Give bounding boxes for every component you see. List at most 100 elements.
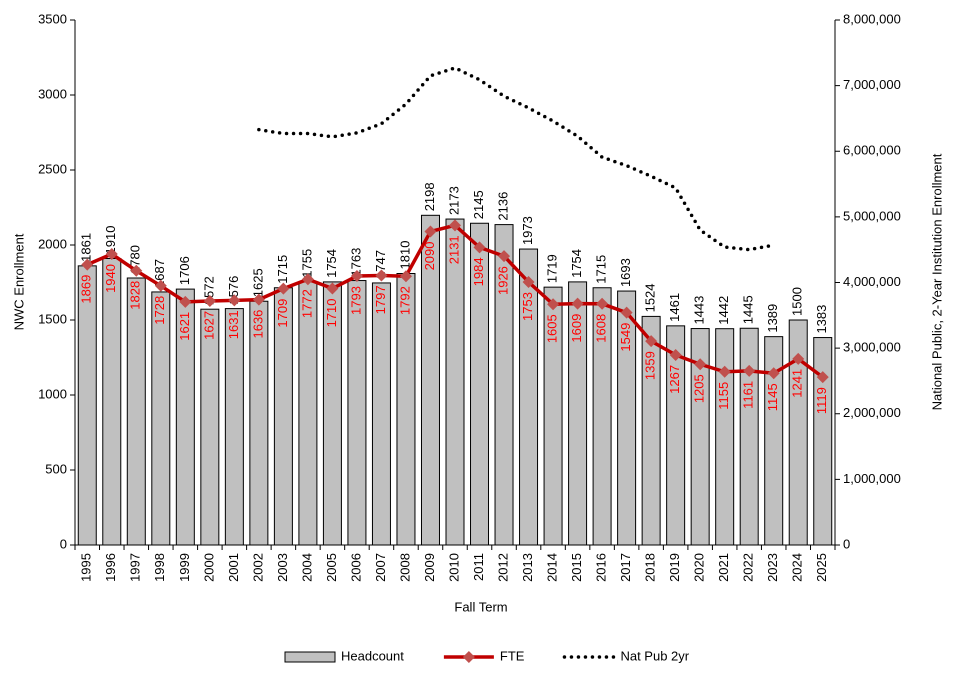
line-value-label: 1792 bbox=[397, 286, 412, 315]
marker bbox=[424, 225, 437, 238]
line-value-label: 1940 bbox=[103, 264, 118, 293]
bar bbox=[690, 328, 710, 546]
bar bbox=[592, 287, 612, 546]
bar bbox=[715, 328, 735, 546]
bar-value-label: 2136 bbox=[495, 192, 510, 221]
marker bbox=[228, 294, 241, 307]
marker bbox=[105, 248, 118, 260]
bar bbox=[77, 265, 97, 546]
x-tick-label: 2006 bbox=[348, 553, 363, 582]
line-value-label: 1241 bbox=[790, 369, 805, 398]
y2-axis-title: National Public, 2-Year Institution Enro… bbox=[929, 153, 944, 410]
marker bbox=[816, 371, 829, 384]
line-value-label: 1267 bbox=[667, 365, 682, 394]
y-tick-label: 2500 bbox=[38, 161, 67, 176]
x-tick-label: 2017 bbox=[618, 553, 633, 582]
x-tick-label: 2018 bbox=[643, 553, 658, 582]
line-value-label: 1710 bbox=[324, 299, 339, 328]
x-tick-label: 2019 bbox=[667, 553, 682, 582]
marker bbox=[326, 282, 339, 295]
line-value-label: 1753 bbox=[520, 292, 535, 321]
marker bbox=[130, 264, 143, 277]
bar-value-label: 1715 bbox=[275, 255, 290, 284]
bar bbox=[543, 286, 563, 546]
line-value-label: 1609 bbox=[569, 314, 584, 343]
x-tick-label: 2004 bbox=[299, 553, 314, 582]
bar-value-label: 1754 bbox=[569, 249, 584, 278]
bar-value-label: 2198 bbox=[422, 182, 437, 211]
y-tick-label: 1000 bbox=[38, 386, 67, 401]
marker bbox=[301, 273, 314, 286]
x-tick-label: 2001 bbox=[226, 553, 241, 582]
bar-value-label: 1625 bbox=[250, 268, 265, 297]
marker bbox=[203, 294, 216, 307]
bar bbox=[788, 319, 808, 546]
marker bbox=[645, 335, 658, 348]
x-tick-label: 2024 bbox=[790, 553, 805, 582]
bar bbox=[764, 336, 784, 546]
marker bbox=[596, 297, 609, 310]
bar bbox=[224, 308, 244, 546]
marker bbox=[179, 295, 192, 308]
y2-tick-label: 8,000,000 bbox=[843, 11, 901, 26]
marker bbox=[449, 219, 461, 232]
x-tick-label: 2023 bbox=[765, 553, 780, 582]
x-tick-label: 2003 bbox=[275, 553, 290, 582]
bar-value-label: 1719 bbox=[545, 254, 560, 283]
bar bbox=[568, 281, 588, 546]
bar bbox=[298, 281, 318, 546]
x-tick-label: 2016 bbox=[594, 553, 609, 582]
y2-tick-label: 0 bbox=[843, 536, 850, 551]
bar-value-label: 1754 bbox=[324, 249, 339, 278]
line-value-label: 1869 bbox=[79, 275, 94, 304]
bar bbox=[470, 222, 490, 546]
bar bbox=[739, 327, 759, 546]
x-tick-label: 2013 bbox=[520, 553, 535, 582]
marker bbox=[571, 297, 584, 310]
marker bbox=[399, 270, 412, 283]
bar bbox=[641, 315, 661, 546]
bar bbox=[322, 281, 342, 546]
bar-value-label: 1973 bbox=[520, 216, 535, 245]
bar-value-label: 1910 bbox=[103, 226, 118, 255]
line-value-label: 1608 bbox=[594, 314, 609, 343]
marker bbox=[669, 348, 682, 361]
line-value-label: 1161 bbox=[741, 381, 756, 409]
x-tick-label: 2005 bbox=[324, 553, 339, 582]
marker bbox=[522, 276, 535, 289]
bar bbox=[347, 280, 367, 546]
bar-value-label: 1389 bbox=[765, 304, 780, 333]
x-tick-label: 2022 bbox=[741, 553, 756, 582]
line-value-label: 1797 bbox=[373, 285, 388, 314]
line-value-label: 1155 bbox=[716, 382, 731, 410]
x-tick-label: 2011 bbox=[471, 553, 486, 581]
bar bbox=[102, 258, 122, 546]
bar-value-label: 1706 bbox=[177, 256, 192, 285]
dotted-line bbox=[257, 66, 776, 252]
x-tick-label: 2002 bbox=[250, 553, 265, 582]
x-tick-label: 2021 bbox=[716, 553, 731, 582]
bar-value-label: 1524 bbox=[643, 283, 658, 312]
line-value-label: 2090 bbox=[422, 242, 437, 271]
line-value-label: 1636 bbox=[250, 310, 265, 339]
legend-label: FTE bbox=[500, 648, 525, 663]
line-value-label: 1359 bbox=[643, 351, 658, 380]
x-tick-label: 1996 bbox=[103, 553, 118, 582]
bar bbox=[126, 277, 146, 546]
y-axis-title: NWC Enrollment bbox=[11, 233, 26, 330]
marker bbox=[252, 293, 265, 306]
y2-tick-label: 1,000,000 bbox=[843, 471, 901, 486]
marker bbox=[350, 270, 363, 283]
line-value-label: 2131 bbox=[446, 235, 461, 264]
line-value-label: 1621 bbox=[177, 312, 192, 341]
marker bbox=[498, 250, 511, 263]
y2-tick-label: 3,000,000 bbox=[843, 340, 901, 355]
x-tick-label: 2007 bbox=[373, 553, 388, 582]
bar bbox=[813, 337, 833, 546]
y2-tick-label: 4,000,000 bbox=[843, 274, 901, 289]
line-value-label: 1205 bbox=[692, 374, 707, 403]
line-value-label: 1926 bbox=[495, 266, 510, 295]
line-value-label: 1772 bbox=[299, 289, 314, 318]
bar bbox=[617, 290, 637, 546]
marker bbox=[473, 241, 486, 254]
